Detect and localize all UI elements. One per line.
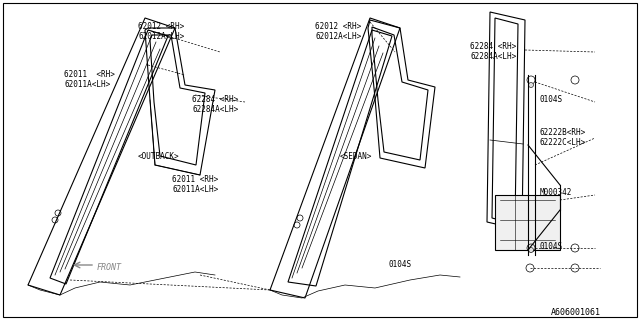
Text: 62011A<LH>: 62011A<LH> (172, 185, 218, 194)
Text: 62222C<LH>: 62222C<LH> (540, 138, 586, 147)
Bar (495, 195, 560, 250)
Text: 62284 <RH>: 62284 <RH> (192, 95, 238, 104)
Text: 0104S: 0104S (388, 260, 411, 269)
Text: <SEDAN>: <SEDAN> (340, 152, 372, 161)
Text: 62012A<LH>: 62012A<LH> (315, 32, 361, 41)
Circle shape (529, 83, 534, 87)
Text: 62012 <RH>: 62012 <RH> (138, 22, 184, 31)
Text: 62284 <RH>: 62284 <RH> (470, 42, 516, 51)
Text: 0104S: 0104S (540, 242, 563, 251)
Circle shape (529, 247, 534, 252)
Text: 62011  <RH>: 62011 <RH> (64, 70, 115, 79)
Text: <OUTBACK>: <OUTBACK> (138, 152, 180, 161)
Text: FRONT: FRONT (97, 263, 122, 273)
Text: 62011 <RH>: 62011 <RH> (172, 175, 218, 184)
Text: 0104S: 0104S (540, 95, 563, 104)
Text: M000342: M000342 (540, 188, 572, 197)
Text: 62012A<LH>: 62012A<LH> (138, 32, 184, 41)
Text: A606001061: A606001061 (551, 308, 601, 317)
Text: 62284A<LH>: 62284A<LH> (470, 52, 516, 61)
Text: 62011A<LH>: 62011A<LH> (64, 80, 110, 89)
Text: 62284A<LH>: 62284A<LH> (192, 105, 238, 114)
Text: 62222B<RH>: 62222B<RH> (540, 128, 586, 137)
Text: 62012 <RH>: 62012 <RH> (315, 22, 361, 31)
